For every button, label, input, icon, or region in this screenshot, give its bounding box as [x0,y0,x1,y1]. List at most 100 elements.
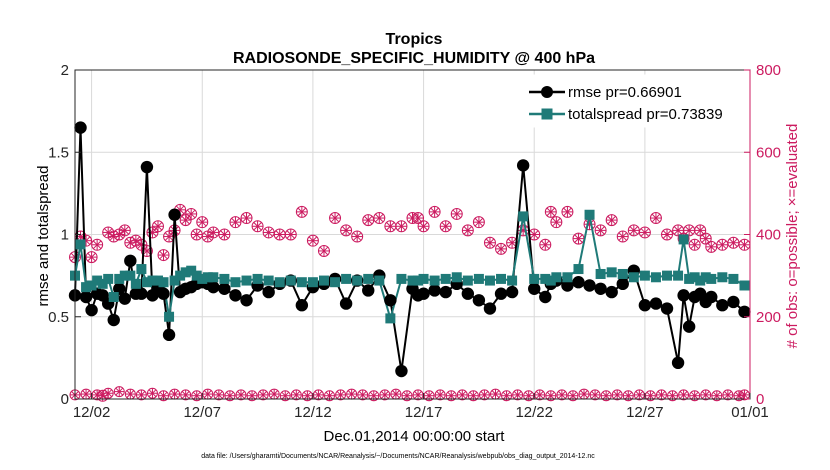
rmse-point [677,289,690,302]
obs-possible-point [207,226,220,239]
totalspread-point [318,275,329,286]
obs-evaluated-point [268,388,280,400]
rmse-point [218,282,231,295]
x-axis: 12/02 12/07 12/12 12/17 12/22 12/27 01/01 [73,393,769,421]
obs-possible-point [716,238,729,251]
obs-possible-point [705,240,718,253]
obs-possible-point [661,228,674,241]
totalspread-point [673,270,684,281]
totalspread-point [97,278,108,289]
x-tick-label: 12/27 [626,404,664,421]
obs-possible-point [699,232,712,245]
obs-evaluated-point [501,390,513,402]
rmse-point [561,279,574,292]
rmse-point [583,279,596,292]
obs-possible-point [229,216,242,229]
obs-possible-point [472,216,485,229]
obs-possible-point [561,205,574,218]
totalspread-point [562,272,573,283]
obs-evaluated-point [357,389,369,401]
legend: rmse pr=0.66901 totalspread pr=0.73839 [521,74,748,128]
obs-evaluated-point [644,390,656,402]
totalspread-point [274,277,285,288]
totalspread-point [429,275,440,286]
obs-evaluated-point [689,390,701,402]
rmse-point [439,285,452,299]
obs-evaluated-point [180,389,192,401]
left-y-tick-label: 1.5 [48,144,69,161]
obs-possible-point [627,224,640,237]
rmse-point [162,328,176,342]
obs-possible-point [373,212,386,225]
totalspread-point [169,275,180,286]
obs-possible-point [544,205,557,218]
totalspread-point [678,234,689,245]
obs-possible-point [417,220,430,233]
rmse-point [395,364,408,378]
right-y-axis: 0 200 400 600 800 [744,62,781,408]
obs-possible-point [539,238,552,251]
obs-possible-point [91,238,104,251]
obs-evaluated-point [534,389,546,401]
obs-evaluated-point [401,390,413,402]
rmse-point [74,121,87,134]
totalspread-point [296,277,307,288]
obs-possible-point [118,224,131,237]
totalspread-point [136,264,147,275]
obs-possible-point [495,242,508,255]
totalspread-point [164,311,175,322]
obs-evaluated-point [700,389,712,401]
legend-rmse-marker [541,86,553,98]
totalspread-point [114,273,125,284]
obs-possible-point [738,238,751,251]
totalspread-point [584,209,595,220]
right-y-axis-label: # of obs: o=possible; ×=evaluated [784,124,801,349]
totalspread-point [650,272,661,283]
obs-evaluated-point [456,389,468,401]
totalspread-point [147,275,158,286]
obs-possible-point [672,224,685,237]
obs-possible-point [450,207,463,220]
rmse-point [135,287,148,300]
totalspread-point [700,272,711,283]
rmse-point [461,287,475,300]
rmse-point [240,294,253,307]
totalspread-point [518,211,529,222]
obs-evaluated-point [611,389,623,401]
totalspread-point [413,275,424,286]
x-axis-label: Dec.01,2014 00:00:00 start [324,428,506,445]
obs-possible-point [727,236,740,249]
totalspread-point [230,277,241,288]
totalspread-point [186,265,197,276]
rmse-point [229,289,242,302]
obs-possible-point [251,220,264,233]
totalspread-point [595,268,606,279]
obs-evaluated-point [102,387,114,399]
totalspread-point [175,270,186,281]
obs-possible-point [461,224,474,237]
totalspread-point [330,277,341,288]
obs-possible-point [688,238,701,251]
obs-possible-point [85,251,98,264]
obs-evaluated-point [478,389,490,401]
rmse-point [727,295,740,309]
obs-evaluated-point [523,390,535,402]
x-tick-label: 12/12 [294,404,332,421]
obs-possible-point [362,214,375,227]
totalspread-point [540,273,551,284]
rmse-point [113,282,126,295]
obs-evaluated-point [567,390,579,402]
obs-possible-point [638,226,651,239]
totalspread-point [545,275,556,286]
obs-evaluated-point [589,389,601,401]
obs-evaluated-point [556,389,568,401]
obs-evaluated-point [312,389,324,401]
rmse-point [362,284,375,297]
obs-evaluated-point [633,389,645,401]
totalspread-point [119,270,130,281]
obs-evaluated-point [600,390,612,402]
totalspread-point [639,270,650,281]
totalspread-point [307,277,318,288]
obs-possible-point [528,228,541,241]
obs-possible-point [483,236,496,249]
